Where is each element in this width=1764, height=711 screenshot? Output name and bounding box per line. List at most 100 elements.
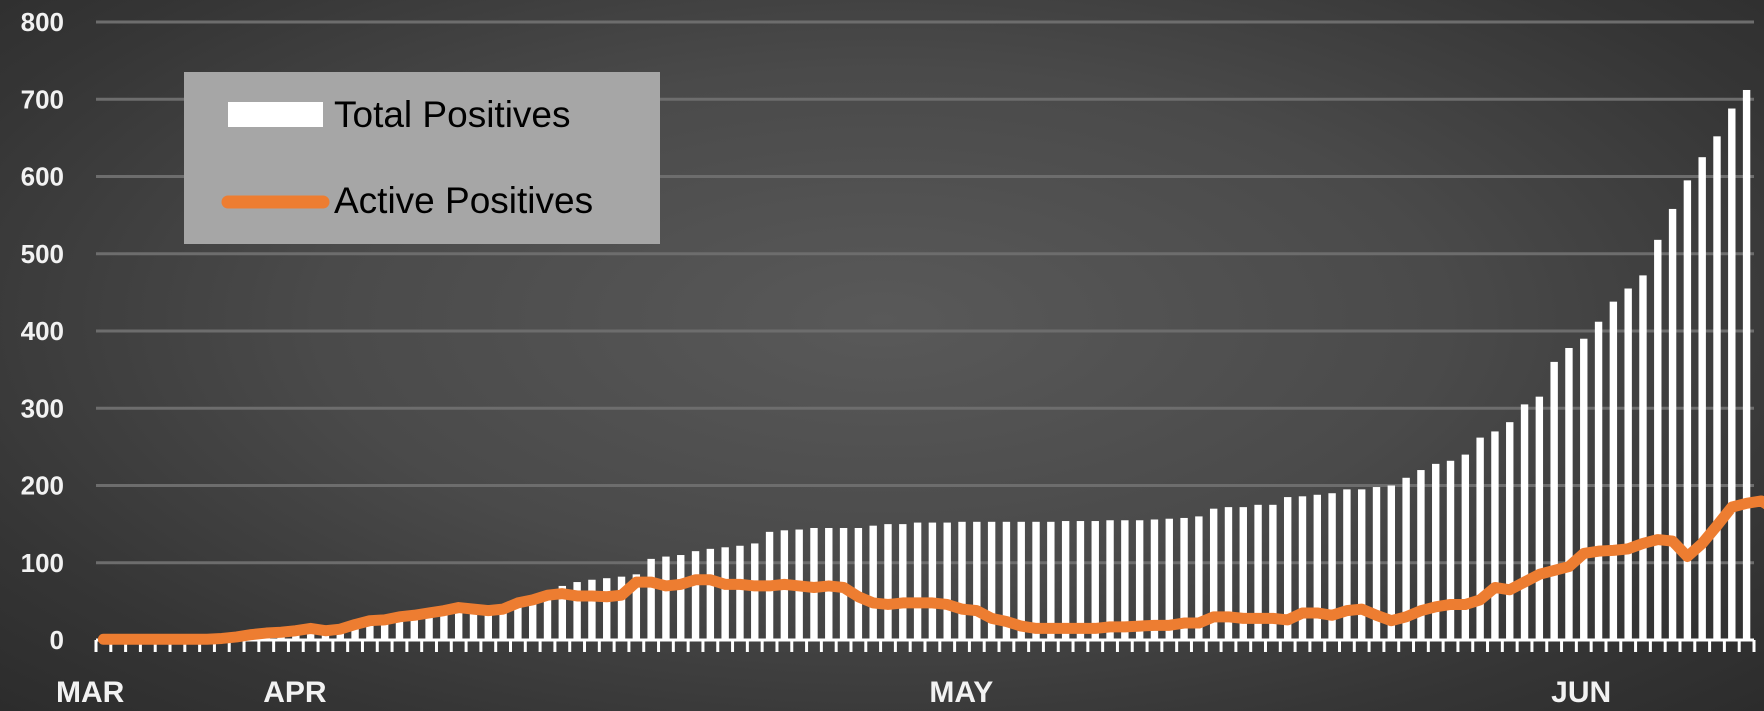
bar-total-positives — [1002, 521, 1011, 640]
legend-label-active-positives: Active Positives — [334, 180, 593, 221]
y-tick-label: 700 — [21, 84, 64, 114]
bar-total-positives — [366, 624, 374, 640]
bar-total-positives — [1372, 487, 1381, 640]
bar-total-positives — [1609, 301, 1618, 640]
bar-total-positives — [928, 522, 937, 640]
bar-total-positives — [884, 524, 892, 640]
bar-total-positives — [854, 527, 863, 640]
bar-total-positives — [1624, 288, 1632, 640]
bar-total-positives — [1047, 521, 1055, 640]
bar-total-positives — [1461, 454, 1470, 640]
x-month-label: MAR — [56, 676, 125, 709]
bar-total-positives — [1328, 493, 1336, 640]
bar-total-positives — [617, 576, 626, 640]
bar-total-positives — [1032, 521, 1040, 640]
x-axis-month-labels: MARAPRMAYJUNJUL — [56, 676, 1611, 709]
bar-total-positives — [1313, 494, 1321, 640]
bar-total-positives — [736, 545, 744, 640]
bar-total-positives — [1506, 422, 1514, 640]
active-positives-line — [97, 495, 1764, 645]
bar-total-positives — [1580, 338, 1588, 640]
y-tick-label: 100 — [21, 548, 64, 578]
bar-total-positives — [1269, 504, 1277, 640]
bar-total-positives — [484, 607, 492, 640]
bar-total-positives — [1565, 347, 1573, 640]
bar-total-positives — [1713, 136, 1721, 640]
bar-total-positives — [1239, 507, 1247, 640]
bar-total-positives — [1417, 470, 1425, 640]
bar-total-positives — [706, 548, 715, 640]
bar-total-positives — [662, 556, 670, 640]
bar-total-positives — [1165, 518, 1173, 640]
bar-total-positives — [1343, 489, 1351, 640]
bar-total-positives — [1150, 519, 1159, 640]
bar-total-positives — [529, 595, 537, 640]
y-tick-label: 600 — [21, 162, 64, 192]
y-tick-label: 200 — [21, 471, 64, 501]
bar-total-positives — [588, 579, 596, 640]
bar-total-positives — [721, 547, 729, 640]
bar-total-positives — [1358, 489, 1366, 640]
bar-total-positives — [351, 628, 359, 640]
bar-total-positives — [1446, 460, 1455, 640]
bar-total-positives — [943, 522, 951, 640]
bar-total-positives — [573, 582, 581, 640]
bar-total-positives — [1683, 180, 1692, 641]
bar-total-positives — [899, 524, 907, 640]
x-month-label: MAY — [929, 676, 993, 709]
bar-total-positives — [410, 616, 418, 640]
x-month-label: APR — [263, 676, 327, 709]
legend-swatch-total-positives — [228, 102, 323, 127]
bar-total-positives — [499, 605, 507, 640]
bar-total-positives — [987, 521, 996, 640]
bar-total-positives — [1106, 520, 1114, 640]
y-axis-tick-labels: 0 100 200 300 400 500 600 700 800 — [21, 7, 64, 655]
bar-total-positives — [973, 521, 981, 640]
bar-total-positives — [380, 620, 389, 640]
bar-total-positives — [454, 610, 463, 640]
bar-total-positives — [1402, 477, 1410, 640]
line-active-positives — [97, 495, 1764, 645]
bar-total-positives — [1742, 89, 1751, 641]
bar-total-positives — [292, 633, 300, 640]
bar-total-positives — [1298, 496, 1307, 640]
bar-total-positives — [1639, 275, 1647, 640]
bar-total-positives — [647, 558, 655, 640]
bar-total-positives — [869, 525, 877, 640]
bar-total-positives — [1550, 361, 1558, 640]
legend-box — [184, 72, 660, 244]
bar-total-positives — [558, 585, 567, 640]
y-tick-label: 500 — [21, 239, 64, 269]
bar-total-positives — [677, 555, 685, 640]
bar-total-positives — [469, 609, 478, 640]
bar-total-positives — [395, 618, 404, 640]
bar-total-positives — [1283, 497, 1292, 640]
bar-total-positives — [1476, 437, 1484, 640]
bar-total-positives — [1209, 508, 1218, 640]
bar-total-positives — [1180, 517, 1188, 640]
bar-total-positives — [440, 612, 448, 640]
bar-total-positives — [632, 574, 641, 640]
x-month-label: JUN — [1551, 676, 1611, 709]
bar-total-positives — [958, 521, 966, 640]
bar-total-positives — [1654, 239, 1662, 640]
bar-total-positives — [1535, 396, 1544, 640]
bar-total-positives — [1195, 516, 1203, 640]
bar-total-positives — [514, 599, 522, 640]
y-tick-label: 800 — [21, 7, 64, 37]
bar-total-positives — [1224, 507, 1233, 640]
y-tick-label: 300 — [21, 393, 64, 423]
bar-total-positives — [1135, 520, 1144, 640]
bar-total-positives — [1091, 521, 1099, 640]
legend: Total Positives Active Positives — [184, 72, 660, 244]
y-tick-label: 0 — [50, 625, 64, 655]
bar-total-positives — [1061, 521, 1070, 640]
bar-total-positives — [1387, 485, 1396, 640]
bar-total-positives — [1491, 431, 1499, 640]
bar-total-positives — [425, 615, 433, 640]
bar-total-positives — [1728, 108, 1736, 640]
bar-total-positives — [1254, 504, 1262, 640]
bar-total-positives — [306, 632, 315, 640]
bar-total-positives — [691, 551, 700, 640]
